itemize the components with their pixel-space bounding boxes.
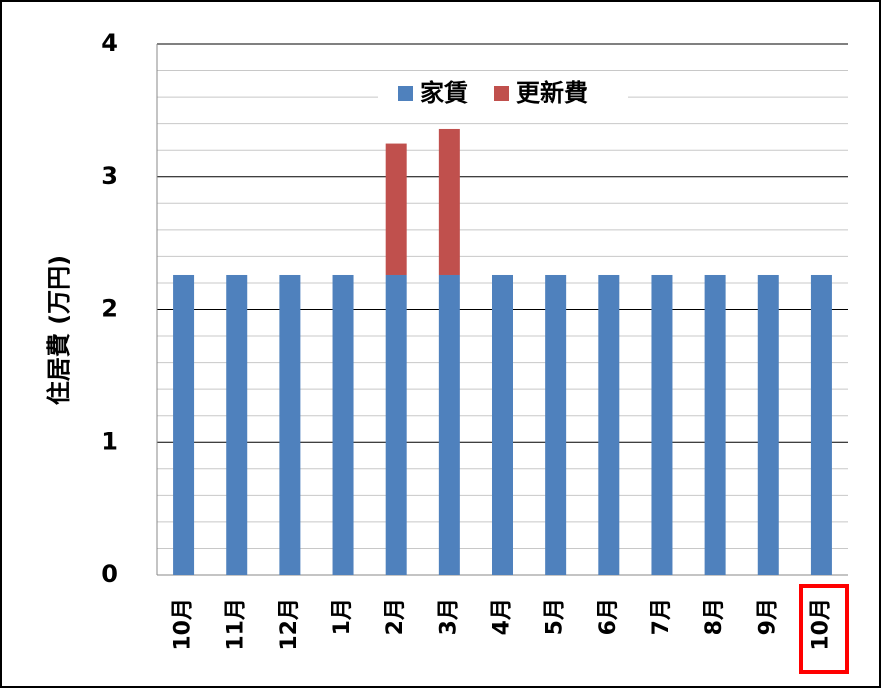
bar-segment [385,143,407,275]
y-tick-label: 4 [101,29,118,57]
y-tick-label: 2 [101,295,118,323]
y-tick-label: 1 [101,427,118,455]
highlight-box [799,584,849,674]
x-tick-label: 9月 [755,598,780,635]
x-tick-label: 12月 [277,598,302,651]
legend-swatch [398,86,413,101]
x-tick-label: 1月 [330,598,355,635]
bar-segment [704,274,726,575]
bar-segment [598,274,620,575]
bar-segment [385,274,407,575]
bar-segment [545,274,567,575]
y-tick-label: 0 [101,560,118,588]
bar-segment [757,274,779,575]
bar-segment [492,274,513,575]
bar-segment [332,274,354,575]
x-tick-label: 2月 [383,598,408,635]
x-tick-label: 10月 [808,598,833,651]
x-tick-label: 6月 [596,598,621,635]
bar-segment [438,274,460,575]
x-tick-label: 7月 [649,598,674,635]
x-tick-label: 11月 [224,598,249,651]
y-tick-label: 3 [101,162,118,190]
bar-segment [173,274,195,575]
legend-label: 更新費 [516,79,588,107]
legend-swatch [494,86,509,101]
bar-segment [226,274,248,575]
bar-segment [279,274,301,575]
bar-segment [651,274,673,575]
x-tick-label: 4月 [490,598,515,635]
x-tick-label: 8月 [702,598,727,635]
x-tick-label: 3月 [436,598,461,635]
legend-label: 家賃 [420,79,468,107]
x-tick-label: 5月 [543,598,568,635]
bar-segment [438,128,460,275]
x-tick-label: 10月 [171,598,196,651]
y-axis-title: 住居費 (万円) [45,255,73,405]
bar-segment [810,274,832,575]
bars [173,128,832,575]
